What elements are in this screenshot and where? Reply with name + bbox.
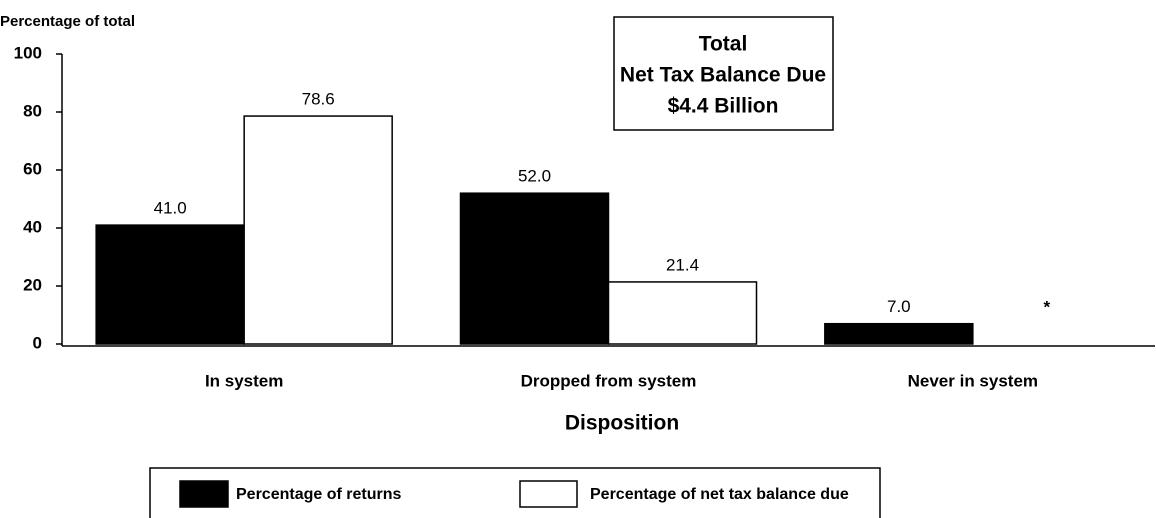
data-label: 7.0 xyxy=(887,297,911,316)
y-tick-label: 20 xyxy=(23,275,42,294)
legend-swatch xyxy=(179,480,229,508)
x-axis-label: Disposition xyxy=(565,412,679,435)
y-tick-label: 80 xyxy=(23,101,42,120)
data-label: 21.4 xyxy=(666,255,699,274)
annotation: Net Tax Balance Due xyxy=(620,64,826,87)
legend-swatch xyxy=(519,480,578,508)
y-tick-label: 40 xyxy=(23,217,42,236)
data-label: 41.0 xyxy=(154,199,187,218)
bar xyxy=(459,192,610,345)
y-tick-label: 60 xyxy=(23,159,42,178)
bar xyxy=(95,224,245,345)
y-tick-label: 100 xyxy=(14,43,42,62)
data-label: 78.6 xyxy=(302,90,335,109)
data-label: * xyxy=(1044,297,1051,316)
annotation: Total xyxy=(699,33,748,56)
bar xyxy=(607,281,758,345)
annotation: $4.4 Billion xyxy=(668,95,779,118)
bar xyxy=(243,115,393,345)
x-tick-label: Dropped from system xyxy=(521,371,697,390)
data-label: 52.0 xyxy=(518,167,551,186)
legend xyxy=(149,467,881,518)
legend-label: Percentage of returns xyxy=(236,486,401,503)
x-tick-label: In system xyxy=(205,371,283,390)
y-axis-label: Percentage of total xyxy=(0,13,135,30)
y-tick-label: 0 xyxy=(33,333,42,352)
legend-label: Percentage of net tax balance due xyxy=(590,486,849,503)
bar xyxy=(824,322,974,345)
annotation-box xyxy=(613,16,834,131)
x-tick-label: Never in system xyxy=(908,371,1038,390)
